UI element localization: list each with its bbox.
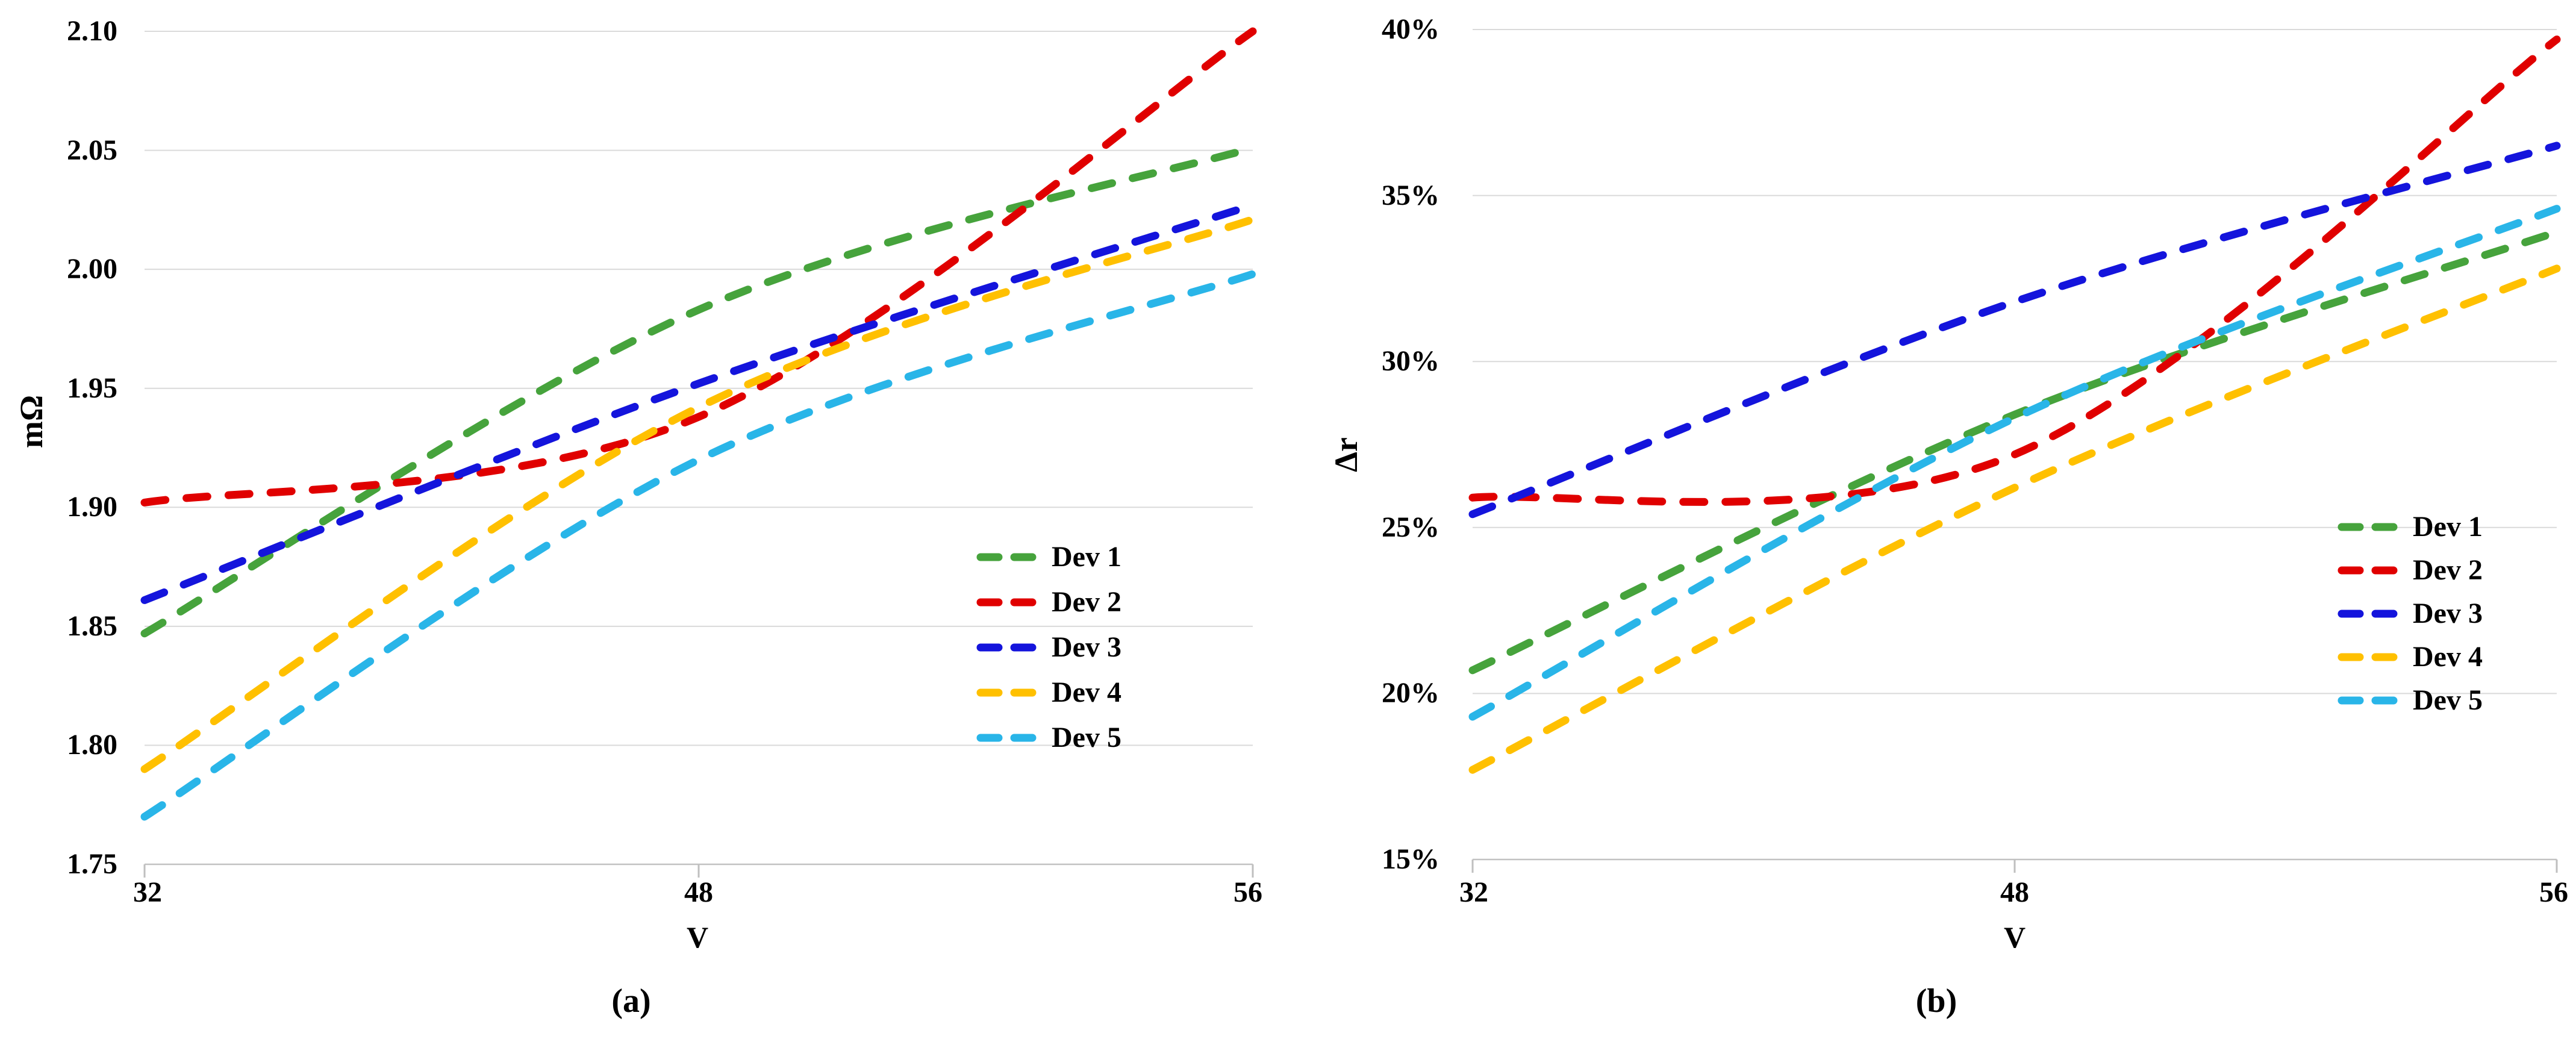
legend-item-label: Dev 4: [1052, 676, 1121, 708]
chart-a-x-axis-title: V: [686, 920, 709, 954]
legend-item-dev-3: Dev 3: [976, 625, 1121, 670]
chart-a-legend: Dev 1 Dev 2 Dev 3 Dev 4 Dev 5: [976, 534, 1121, 760]
legend-line-swatch: [976, 734, 1039, 741]
legend-line-swatch: [976, 598, 1039, 606]
series-group-a: [140, 27, 1257, 821]
legend-item-label: Dev 2: [2413, 554, 2483, 586]
legend-item-dev-2: Dev 2: [2337, 549, 2483, 592]
series-line-dev-1: [1468, 228, 2561, 675]
legend-item-dev-1: Dev 1: [2337, 505, 2483, 549]
x-axis-ticks-b: [1471, 859, 2558, 873]
legend-item-label: Dev 3: [2413, 597, 2483, 629]
chart-b-legend: Dev 1 Dev 2 Dev 3 Dev 4 Dev 5: [2337, 505, 2483, 722]
legend-item-label: Dev 2: [1052, 585, 1121, 618]
series-line-dev-3: [1468, 142, 2561, 519]
legend-item-dev-3: Dev 3: [2337, 592, 2483, 635]
series-line-dev-5: [140, 270, 1257, 821]
panel-b-label: (b): [1915, 982, 1957, 1020]
chart-b-x-axis-title: V: [2003, 920, 2026, 954]
series-line-dev-3: [140, 201, 1257, 604]
legend-item-label: Dev 3: [1052, 631, 1121, 663]
legend-item-dev-1: Dev 1: [976, 534, 1121, 579]
panel-a-label: (a): [611, 982, 651, 1020]
series-line-dev-5: [1468, 205, 2561, 721]
x-axis-ticks-a: [143, 864, 1254, 878]
gridlines-a: [145, 31, 1253, 866]
legend-line-swatch: [976, 688, 1039, 696]
series-group-b: [1468, 36, 2561, 774]
chart-b-y-axis-title: Δr: [1328, 437, 1364, 472]
series-line-dev-4: [140, 215, 1257, 773]
legend-item-dev-5: Dev 5: [2337, 679, 2483, 722]
legend-item-dev-2: Dev 2: [976, 579, 1121, 625]
legend-item-dev-4: Dev 4: [976, 670, 1121, 715]
legend-line-swatch: [2337, 566, 2400, 575]
legend-line-swatch: [976, 553, 1039, 561]
legend-item-dev-4: Dev 4: [2337, 635, 2483, 679]
series-line-dev-1: [140, 144, 1257, 638]
legend-item-label: Dev 1: [2413, 511, 2483, 543]
legend-line-swatch: [2337, 610, 2400, 618]
legend-line-swatch: [2337, 653, 2400, 661]
legend-line-swatch: [2337, 523, 2400, 531]
legend-item-label: Dev 1: [1052, 540, 1121, 573]
legend-item-dev-5: Dev 5: [976, 715, 1121, 760]
legend-line-swatch: [976, 643, 1039, 651]
legend-item-label: Dev 5: [1052, 721, 1121, 753]
series-line-dev-2: [140, 27, 1257, 507]
legend-item-label: Dev 4: [2413, 641, 2483, 673]
legend-item-label: Dev 5: [2413, 684, 2483, 716]
series-line-dev-2: [1468, 36, 2561, 506]
legend-line-swatch: [2337, 696, 2400, 705]
series-line-dev-4: [1468, 264, 2561, 774]
